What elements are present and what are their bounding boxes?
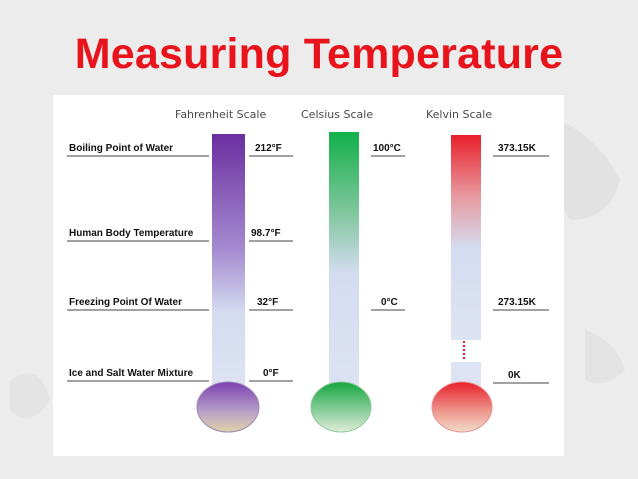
row-label: Human Body Temperature — [69, 228, 194, 239]
fahrenheit-scale-title: Fahrenheit Scale — [175, 108, 266, 121]
row-label: Ice and Salt Water Mixture — [69, 368, 194, 379]
row-label: Freezing Point Of Water — [69, 297, 182, 308]
celsius-value: 0°C — [381, 297, 398, 308]
kelvin-scale-title: Kelvin Scale — [426, 108, 492, 121]
fahrenheit-value: 98.7°F — [251, 228, 281, 239]
fahrenheit-tube — [212, 134, 245, 390]
kelvin-tube-upper — [451, 135, 481, 340]
kelvin-value: 0K — [508, 370, 522, 381]
row-boiling-point: Boiling Point of Water — [67, 143, 209, 157]
kelvin-thermometer — [431, 135, 493, 433]
celsius-scale-title: Celsius Scale — [301, 108, 373, 121]
temperature-scales-panel: Fahrenheit Scale Celsius Scale Kelvin Sc… — [53, 95, 564, 456]
fahrenheit-bulb — [196, 381, 260, 433]
celsius-value: 100°C — [373, 143, 401, 154]
celsius-bulb — [310, 381, 372, 433]
fahrenheit-thermometer — [196, 134, 260, 433]
slide-title: Measuring Temperature — [74, 30, 564, 78]
row-ice-salt-water: Ice and Salt Water Mixture — [67, 368, 209, 382]
row-freezing-point: Freezing Point Of Water — [67, 297, 209, 311]
celsius-tube — [329, 132, 359, 390]
kelvin-value: 273.15K — [498, 297, 537, 308]
fahrenheit-value: 32°F — [257, 297, 278, 308]
celsius-thermometer — [310, 132, 372, 433]
row-label: Boiling Point of Water — [69, 143, 173, 154]
row-human-body-temperature: Human Body Temperature — [67, 228, 209, 242]
fahrenheit-value: 0°F — [263, 368, 279, 379]
thermometers-diagram: Fahrenheit Scale Celsius Scale Kelvin Sc… — [67, 108, 549, 433]
kelvin-bulb — [431, 381, 493, 433]
fahrenheit-value: 212°F — [255, 143, 282, 154]
kelvin-value: 373.15K — [498, 143, 537, 154]
